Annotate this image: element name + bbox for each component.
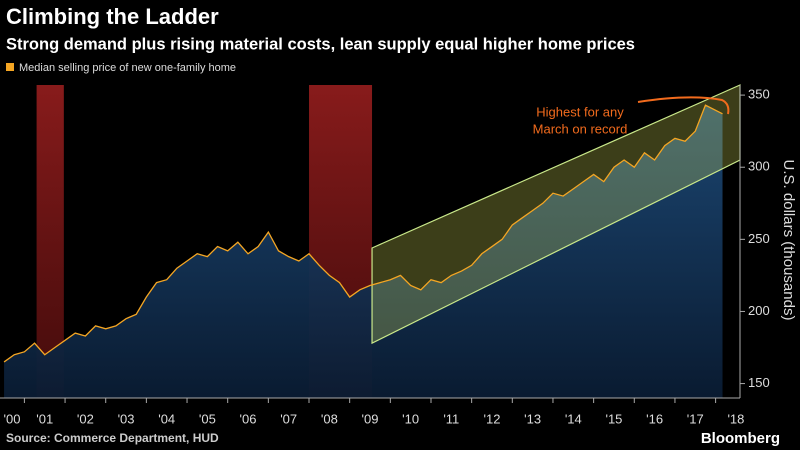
x-tick-label: '08: [321, 411, 338, 426]
brand: Bloomberg: [701, 430, 780, 447]
x-tick-label: '14: [565, 411, 582, 426]
annotation-arrow: [637, 96, 730, 115]
y-tick-label: 300: [748, 159, 770, 174]
x-tick-label: '13: [524, 411, 541, 426]
x-tick-label: '15: [605, 411, 622, 426]
y-tick-label: 350: [748, 87, 770, 102]
chart-subtitle: Strong demand plus rising material costs…: [6, 35, 635, 53]
line: [3, 104, 723, 363]
annotation: March on record: [533, 121, 628, 136]
x-tick-label: '10: [402, 411, 419, 426]
x-tick-label: '12: [484, 411, 501, 426]
legend-swatch: [6, 63, 14, 71]
annotation: Highest for any: [536, 104, 624, 119]
x-tick-label: '02: [77, 411, 94, 426]
x-tick-label: '11: [443, 411, 459, 426]
y-tick-label: 250: [748, 231, 770, 246]
x-tick-label: '05: [199, 411, 216, 426]
x-tick-label: '16: [646, 411, 663, 426]
chart-title: Climbing the Ladder: [6, 4, 219, 29]
x-tick-label: '09: [362, 411, 379, 426]
x-tick-label: '18: [727, 411, 744, 426]
x-tick-label: '06: [240, 411, 257, 426]
x-tick-label: '04: [158, 411, 175, 426]
x-tick-label: '07: [280, 411, 297, 426]
x-tick-label: '01: [36, 411, 53, 426]
source: Source: Commerce Department, HUD: [6, 431, 219, 445]
x-tick-label: '00: [4, 411, 21, 426]
area: [4, 105, 723, 399]
x-tick-label: '17: [687, 411, 704, 426]
y-axis-label: U.S. dollars (thousands): [780, 160, 797, 321]
legend-label: Median selling price of new one-family h…: [19, 62, 236, 74]
y-tick-label: 150: [748, 375, 770, 390]
y-tick-label: 200: [748, 303, 770, 318]
x-tick-label: '03: [118, 411, 135, 426]
